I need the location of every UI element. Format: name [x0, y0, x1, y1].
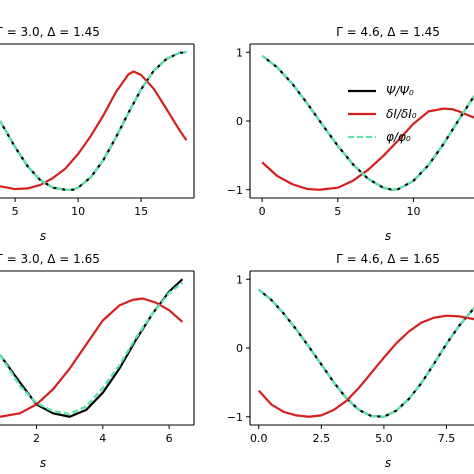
panel-1-xlabel: s — [40, 229, 46, 243]
panel-4-x-tick-label: 2.5 — [313, 432, 331, 445]
panel-3-title: Γ = 3.0, Δ = 1.65 — [0, 252, 100, 266]
panel-4-x-tick-label: 0.0 — [250, 432, 268, 445]
panel-1-series-phi — [0, 51, 187, 191]
panel-4-xlabel: s — [385, 456, 391, 470]
panel-3: Γ = 3.0, Δ = 1.65 2 4 6 s — [0, 252, 195, 470]
panel-4-title: Γ = 4.6, Δ = 1.65 — [336, 252, 440, 266]
panel-4-x-tick-label: 7.5 — [438, 432, 456, 445]
panel-3-plot-area: 2 4 6 — [0, 270, 195, 445]
panel-4-x-tick-label: 5.0 — [375, 432, 393, 445]
panel-2-x-tick-label: 5 — [334, 205, 341, 218]
panel-1-x-tick-label: 10 — [71, 205, 85, 218]
panel-2-x-tick-label: 10 — [406, 205, 420, 218]
panel-3-series-phi — [0, 281, 184, 416]
panel-4-y-tick-label: −1 — [227, 411, 243, 424]
panel-2-y-tick-label: −1 — [227, 184, 243, 197]
panel-3-x-tick-label: 6 — [166, 432, 173, 445]
legend-label-psi: Ψ/Ψ₀ — [386, 84, 414, 98]
panel-3-series-group — [0, 278, 184, 418]
panel-2-series-group — [261, 54, 474, 191]
legend-label-phi: φ/φ₀ — [386, 130, 411, 144]
panel-3-x-tick-label: 4 — [99, 432, 106, 445]
panel-1-series-group — [0, 51, 188, 191]
panel-1-x-tick-label: 15 — [134, 205, 148, 218]
panel-1: Γ = 3.0, Δ = 1.45 5 10 15 s — [0, 25, 195, 243]
panel-2-xlabel: s — [385, 229, 391, 243]
panel-2-x-tick-label: 0 — [259, 205, 266, 218]
panel-3-x-tick-label: 2 — [33, 432, 40, 445]
panel-4-series-dI — [257, 314, 474, 418]
panel-2-series-phi — [261, 54, 474, 191]
panel-1-plot-area: 5 10 15 — [0, 43, 195, 218]
panel-4-series-phi — [257, 288, 474, 418]
panel-1-title: Γ = 3.0, Δ = 1.45 — [0, 25, 100, 39]
legend-label-di: δI/δI₀ — [386, 107, 417, 121]
panel-3-series-dI — [0, 297, 184, 418]
panel-1-x-tick-label: 5 — [12, 205, 19, 218]
panel-2-title: Γ = 4.6, Δ = 1.45 — [336, 25, 440, 39]
panel-4-y-tick-label: 1 — [236, 273, 243, 286]
panel-4: Γ = 4.6, Δ = 1.65 0.0 2.5 5.0 7.5 1 0 −1 s — [227, 252, 474, 470]
panel-4-series-group — [257, 288, 474, 418]
panel-2-series-dI — [261, 107, 474, 191]
panel-2-y-tick-label: 1 — [236, 46, 243, 59]
panel-4-plot-area: 0.0 2.5 5.0 7.5 1 0 −1 — [227, 270, 474, 445]
panel-2-y-tick-label: 0 — [236, 115, 243, 128]
panel-4-y-tick-label: 0 — [236, 342, 243, 355]
legend: Ψ/Ψ₀ δI/δI₀ φ/φ₀ — [348, 84, 417, 144]
panel-1-series-dI — [0, 70, 188, 191]
panel-3-xlabel: s — [40, 456, 46, 470]
